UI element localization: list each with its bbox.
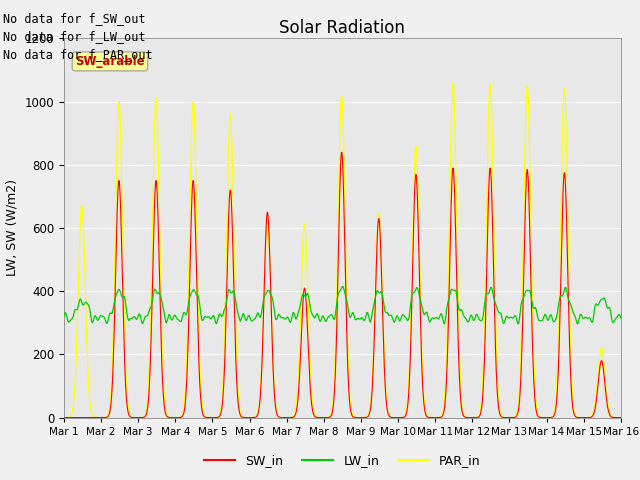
Text: No data for f_PAR_out: No data for f_PAR_out xyxy=(3,48,153,61)
Text: No data for f_LW_out: No data for f_LW_out xyxy=(3,30,146,43)
Y-axis label: LW, SW (W/m2): LW, SW (W/m2) xyxy=(6,180,19,276)
Legend: SW_in, LW_in, PAR_in: SW_in, LW_in, PAR_in xyxy=(199,449,486,472)
Text: SW_arable: SW_arable xyxy=(75,55,145,68)
Text: No data for f_SW_out: No data for f_SW_out xyxy=(3,12,146,25)
Title: Solar Radiation: Solar Radiation xyxy=(280,19,405,37)
